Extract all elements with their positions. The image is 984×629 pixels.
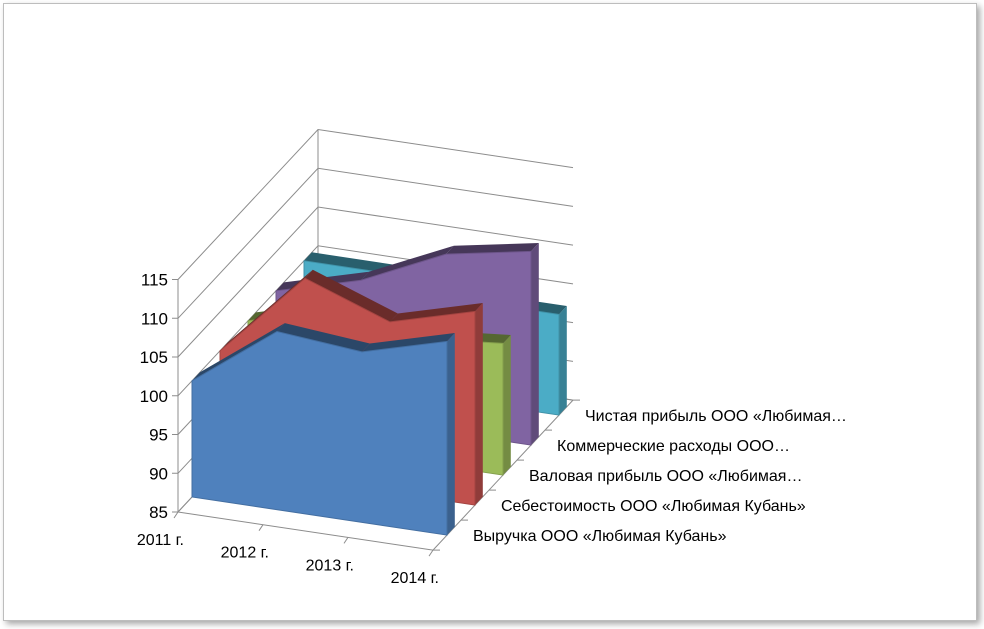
x-tick-label: 2014 г. <box>391 570 439 587</box>
ribbon-top <box>362 333 455 352</box>
x-tick-mark <box>258 524 264 531</box>
ribbon-side <box>531 243 539 446</box>
ribbon-side <box>475 303 483 506</box>
series-area <box>191 330 448 536</box>
x-tick-mark <box>428 549 434 557</box>
ribbon-top <box>361 245 454 281</box>
series-label: Валовая прибыль ООО «Любимая… <box>529 468 802 485</box>
series-label: Чистая прибыль ООО «Любимая… <box>585 408 847 425</box>
x-tick-label: 2012 г. <box>221 545 269 562</box>
x-tick-mark <box>173 511 179 519</box>
y-tick-label: 110 <box>141 309 168 328</box>
y-tick-label: 95 <box>149 426 168 445</box>
x-axis-line <box>177 511 434 551</box>
ribbon-top <box>446 243 539 255</box>
y-tick-label: 115 <box>141 271 168 290</box>
ribbon-top <box>305 269 398 322</box>
series-ribbon <box>191 323 455 536</box>
ribbon-side <box>503 335 511 476</box>
y-tick-label: 100 <box>140 387 168 406</box>
ribbon-side <box>559 306 567 416</box>
x-tick-label: 2011 г. <box>137 532 184 549</box>
series-label: Себестоимость ООО «Любимая Кубань» <box>501 498 806 515</box>
ribbon-side <box>447 333 455 536</box>
ribbon-top <box>192 323 285 381</box>
ribbon-top <box>390 303 483 322</box>
series-label: Коммерческие расходы ООО… <box>557 438 790 455</box>
ribbon-top <box>304 252 397 274</box>
y-tick-label: 85 <box>149 503 168 522</box>
x-tick-mark <box>343 537 349 544</box>
ribbon-top <box>277 323 370 352</box>
x-tick-label: 2013 г. <box>306 557 354 574</box>
series-label: Выручка ООО «Любимая Кубань» <box>473 528 727 545</box>
y-tick-label: 90 <box>149 464 168 483</box>
y-tick-label: 105 <box>140 348 168 367</box>
